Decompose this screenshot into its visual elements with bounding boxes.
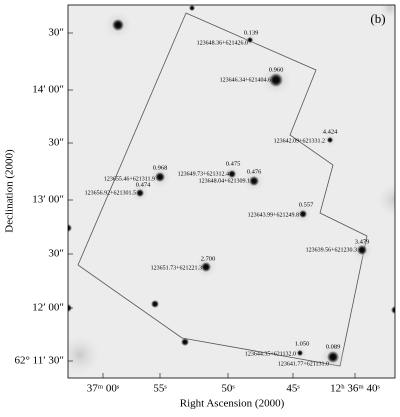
source-name: 123639.56+621230.3 — [306, 247, 357, 253]
source — [327, 351, 339, 363]
sky-background — [68, 5, 395, 375]
source-redshift: 0.476 — [247, 168, 262, 175]
source-redshift: 0.475 — [226, 160, 241, 167]
source-redshift: 0.089 — [326, 343, 341, 350]
source-name: 123644.35+621132.0 — [245, 351, 296, 357]
source-redshift: 4.424 — [323, 128, 338, 135]
source — [357, 245, 367, 255]
source-redshift: 1.050 — [295, 340, 310, 347]
source — [249, 176, 259, 186]
source-name: 123649.73+621312.4 — [178, 171, 229, 177]
source — [297, 350, 303, 356]
y-tick-label: 14′ 00″ — [32, 84, 64, 96]
x-tick-label: 50ˢ — [221, 383, 235, 395]
frame — [67, 4, 396, 379]
x-axis-title: Right Ascension (2000) — [180, 398, 285, 410]
source — [136, 189, 144, 197]
y-tick-label: 30″ — [48, 137, 64, 149]
source — [201, 262, 211, 272]
source-name: 123641.77+621131.0 — [278, 361, 329, 367]
source-redshift: 0.474 — [136, 181, 151, 188]
y-tick-label: 13′ 00″ — [32, 194, 64, 206]
coverage-outline — [77, 12, 368, 367]
source-name: 123648.36+621426.0 — [197, 40, 248, 46]
source — [247, 37, 253, 43]
source-redshift: 0.968 — [153, 164, 168, 171]
source — [269, 73, 283, 87]
source-name: 123656.92+621301.5 — [85, 190, 136, 196]
source-redshift: 0.557 — [299, 201, 314, 208]
y-axis-title: Declination (2000) — [4, 149, 16, 233]
source-name: 123648.04+621309.1 — [199, 178, 250, 184]
sky-image — [68, 5, 395, 378]
x-tick-label: 45ˢ — [286, 383, 300, 395]
source-name: 123642.09+621331.2 — [274, 138, 325, 144]
y-tick-label: 62° 11′ 30″ — [15, 355, 64, 367]
source — [299, 210, 307, 218]
source-redshift: 0.139 — [244, 29, 259, 36]
y-tick-label: 30″ — [48, 27, 64, 39]
y-tick-label: 30″ — [48, 248, 64, 260]
panel-label: (b) — [370, 11, 385, 26]
source-name: 123651.73+621221.3 — [151, 265, 202, 271]
source-name: 123643.99+621249.8 — [248, 212, 299, 218]
source-name: 123655.46+621311.9 — [104, 176, 155, 182]
source — [155, 172, 165, 182]
y-tick-label: 12′ 00″ — [32, 302, 64, 314]
source — [228, 170, 236, 178]
x-tick-label: 12ʰ 36ᵐ 40ˢ — [330, 383, 380, 395]
x-tick-label: 55ˢ — [153, 383, 167, 395]
x-tick-label: 37ᵐ 00ˢ — [87, 383, 120, 395]
source-redshift: 2.700 — [201, 255, 216, 262]
source-redshift: 3.479 — [355, 238, 370, 245]
source — [327, 137, 333, 143]
source-name: 123646.34+621404.6 — [220, 77, 271, 83]
source-redshift: 0.960 — [269, 66, 284, 73]
